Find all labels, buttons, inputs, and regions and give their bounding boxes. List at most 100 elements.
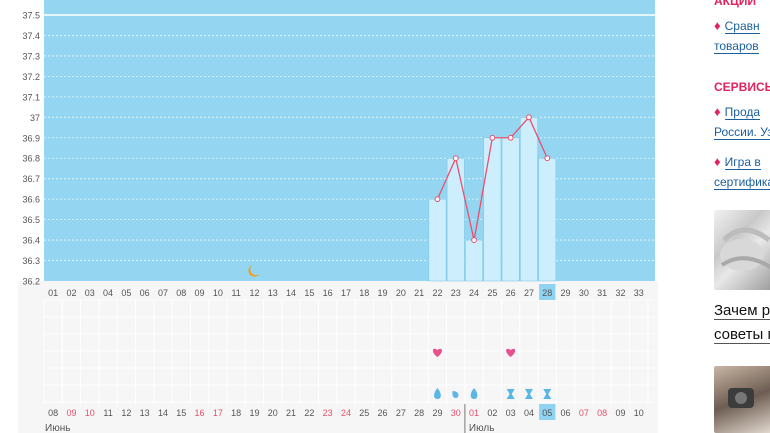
calendar-date-label: 11 bbox=[103, 408, 112, 418]
calendar-date-label: 18 bbox=[231, 408, 241, 418]
calendar-date-label: 22 bbox=[304, 408, 314, 418]
current-day-highlight bbox=[539, 284, 556, 300]
cycle-day-label: 19 bbox=[378, 288, 388, 298]
article-thumbnail-2[interactable] bbox=[714, 366, 770, 433]
crescent-moon-icon bbox=[248, 265, 260, 277]
calendar-date-label: 30 bbox=[451, 408, 461, 418]
cycle-day-label: 32 bbox=[615, 288, 625, 298]
calendar-date-label: 03 bbox=[506, 408, 516, 418]
y-tick-label: 37.2 bbox=[22, 72, 40, 82]
cycle-day-label: 02 bbox=[66, 288, 76, 298]
calendar-date-label: 01 bbox=[469, 408, 479, 418]
article-title-line-2[interactable]: советы п bbox=[714, 324, 770, 346]
cycle-day-label: 11 bbox=[231, 288, 240, 298]
y-tick-label: 36.3 bbox=[22, 256, 40, 266]
cycle-day-label: 28 bbox=[542, 288, 552, 298]
cycle-day-label: 26 bbox=[506, 288, 516, 298]
calendar-date-label: 16 bbox=[195, 408, 205, 418]
calendar-date-label: 02 bbox=[487, 408, 497, 418]
y-tick-label: 36.4 bbox=[22, 236, 40, 246]
y-tick-label: 36.2 bbox=[22, 277, 40, 287]
calendar-date-label: 15 bbox=[176, 408, 186, 418]
plot-background bbox=[44, 0, 655, 281]
promo-link-1[interactable]: ♦ Сравн bbox=[714, 18, 760, 34]
heart-icon bbox=[432, 348, 442, 357]
calendar-date-label: 20 bbox=[268, 408, 278, 418]
calendar-date-label: 28 bbox=[414, 408, 424, 418]
cycle-day-label: 18 bbox=[359, 288, 369, 298]
calendar-date-label: 27 bbox=[396, 408, 406, 418]
temperature-point bbox=[526, 114, 532, 121]
services-heading: СЕРВИСЫ bbox=[714, 80, 770, 94]
article-title-line-1[interactable]: Зачем ре bbox=[714, 300, 770, 322]
cycle-day-label: 21 bbox=[414, 288, 424, 298]
bbt-chart-svg: 36.2 36.3 36.4 36.5 36.6 36.7 36.8 36.9 37 37.1 37… bbox=[22, 0, 655, 433]
article-thumbnail[interactable] bbox=[714, 210, 770, 290]
calendar-date-label: 13 bbox=[140, 408, 150, 418]
calendar-date-label: 06 bbox=[561, 408, 571, 418]
cycle-day-label: 23 bbox=[451, 288, 461, 298]
bbt-chart: 36.2 36.3 36.4 36.5 36.6 36.7 36.8 36.9 37 37.1 37… bbox=[22, 0, 655, 433]
month-label: Июль bbox=[469, 423, 495, 433]
cycle-day-label: 33 bbox=[634, 288, 644, 298]
calendar-date-label: 23 bbox=[323, 408, 333, 418]
y-tick-label: 37.3 bbox=[22, 51, 40, 61]
drop-icon bbox=[434, 388, 441, 399]
hourglass-icon bbox=[506, 389, 515, 399]
calendar-date-label: 07 bbox=[579, 408, 589, 418]
promo-link-1-cont[interactable]: товаров bbox=[714, 39, 759, 54]
drop-icon bbox=[470, 388, 478, 399]
article-thumbnail-2-image bbox=[728, 388, 754, 408]
diamond-icon: ♦ bbox=[714, 154, 721, 169]
cycle-day-label: 14 bbox=[286, 288, 296, 298]
calendar-date-label: 26 bbox=[378, 408, 388, 418]
cycle-day-label: 08 bbox=[176, 288, 186, 298]
service-link-1-cont[interactable]: России. Уз bbox=[714, 122, 770, 142]
y-tick-label: 36.9 bbox=[22, 133, 40, 143]
temperature-point bbox=[452, 155, 459, 162]
service-link-2[interactable]: ♦ Игра в bbox=[714, 154, 761, 170]
y-tick-label: 37 bbox=[30, 113, 40, 123]
calendar-date-label: 12 bbox=[121, 408, 131, 418]
y-tick-label: 36.6 bbox=[22, 195, 40, 205]
y-tick-label: 37.4 bbox=[22, 31, 40, 41]
calendar-date-label: 10 bbox=[85, 408, 95, 418]
cycle-day-label: 22 bbox=[432, 288, 442, 298]
cycle-day-label: 05 bbox=[121, 288, 131, 298]
calendar-date-label: 21 bbox=[286, 408, 296, 418]
y-tick-label: 37.1 bbox=[22, 92, 40, 102]
calendar-date-label: 08 bbox=[597, 408, 607, 418]
cycle-day-label: 27 bbox=[524, 288, 534, 298]
small-drop-icon bbox=[452, 391, 459, 398]
cycle-day-label: 12 bbox=[249, 288, 259, 298]
cycle-day-label: 30 bbox=[579, 288, 589, 298]
cycle-day-label: 17 bbox=[341, 288, 351, 298]
temperature-bar bbox=[538, 157, 557, 282]
temperature-bar bbox=[465, 239, 483, 282]
temperature-point bbox=[471, 237, 477, 243]
hourglass-icon bbox=[524, 389, 533, 399]
calendar-date-label: 17 bbox=[213, 408, 223, 418]
y-tick-label: 36.7 bbox=[22, 174, 40, 184]
calendar-date-label: 05 bbox=[542, 408, 552, 418]
cycle-day-label: 20 bbox=[396, 288, 406, 298]
diamond-icon: ♦ bbox=[714, 18, 721, 33]
diamond-icon: ♦ bbox=[714, 104, 721, 119]
service-link-2-cont[interactable]: сертифика bbox=[714, 172, 770, 192]
calendar-date-label: 25 bbox=[359, 408, 369, 418]
service-link-1[interactable]: ♦ Прода bbox=[714, 104, 761, 120]
temperature-bar bbox=[446, 157, 465, 282]
temperature-point bbox=[544, 155, 551, 162]
calendar-date-label: 29 bbox=[432, 408, 442, 418]
sidebar: АКЦИИ ♦Сравн товаров СЕРВИСЫ ♦Прода Росс… bbox=[708, 0, 770, 433]
temperature-bar bbox=[519, 117, 538, 282]
y-tick-label: 36.8 bbox=[22, 154, 40, 164]
temperature-point bbox=[489, 134, 496, 141]
temperature-point bbox=[434, 196, 441, 203]
calendar-date-label: 10 bbox=[634, 408, 644, 418]
cycle-day-label: 06 bbox=[140, 288, 150, 298]
hourglass-icon bbox=[543, 389, 552, 399]
current-date-highlight bbox=[539, 404, 556, 420]
cycle-day-label: 16 bbox=[323, 288, 333, 298]
promos-heading: АКЦИИ bbox=[714, 0, 757, 8]
